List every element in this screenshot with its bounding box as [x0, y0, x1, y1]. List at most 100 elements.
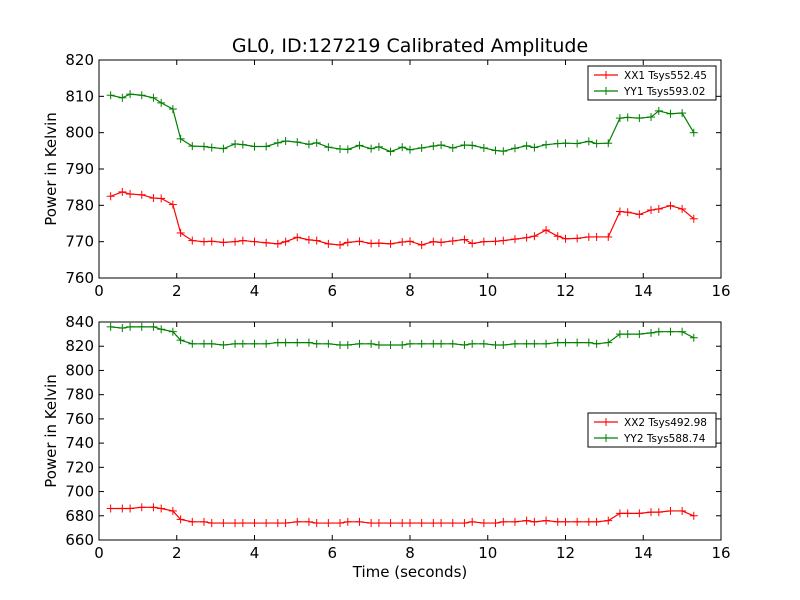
data-point — [312, 138, 321, 147]
data-point — [561, 338, 570, 347]
data-point — [126, 190, 135, 199]
data-point — [417, 339, 426, 348]
data-point — [592, 339, 601, 348]
data-point — [635, 210, 644, 219]
data-point — [118, 93, 127, 102]
bottom-y-axis-label: Power in Kelvin — [42, 374, 60, 488]
data-point — [199, 339, 208, 348]
x-tick-label: 8 — [405, 282, 415, 300]
data-point — [510, 144, 519, 153]
data-point — [137, 190, 146, 199]
x-tick-label: 2 — [172, 282, 182, 300]
data-point — [250, 237, 259, 246]
data-point — [157, 194, 166, 203]
data-point — [293, 338, 302, 347]
data-point — [678, 327, 687, 336]
data-point — [584, 137, 593, 146]
data-point — [573, 234, 582, 243]
y-tick-label: 720 — [65, 458, 94, 476]
y-tick-label: 840 — [65, 313, 94, 331]
data-point — [448, 519, 457, 528]
y-tick-label: 760 — [65, 410, 94, 428]
x-tick-label: 16 — [711, 282, 730, 300]
data-point — [231, 339, 240, 348]
x-tick-label: 12 — [556, 544, 575, 562]
data-point — [262, 339, 271, 348]
data-point — [343, 238, 352, 247]
legend-entry: XX1 Tsys552.45 — [594, 70, 707, 82]
data-point — [367, 339, 376, 348]
y-tick-label: 810 — [65, 87, 94, 105]
data-point — [126, 322, 135, 331]
data-point — [522, 516, 531, 525]
data-point — [429, 142, 438, 151]
data-point — [615, 114, 624, 123]
legend: XX2 Tsys492.98 YY2 Tsys588.74 — [587, 412, 717, 448]
data-point — [231, 139, 240, 148]
data-point — [592, 232, 601, 241]
legend-entry: YY1 Tsys593.02 — [594, 86, 705, 98]
data-point — [635, 330, 644, 339]
data-point — [324, 239, 333, 248]
x-tick-label: 6 — [327, 282, 337, 300]
data-point — [374, 142, 383, 151]
data-point — [573, 517, 582, 526]
data-point — [499, 341, 508, 350]
y-tick-label: 760 — [65, 269, 94, 287]
legend-label: YY1 Tsys593.02 — [623, 86, 705, 98]
legend-entry: YY2 Tsys588.74 — [594, 433, 706, 445]
legend-box — [587, 412, 717, 448]
data-point — [561, 517, 570, 526]
data-point — [273, 138, 282, 147]
data-point — [573, 338, 582, 347]
data-point — [188, 339, 197, 348]
data-point — [491, 146, 500, 155]
data-point — [553, 517, 562, 526]
data-point — [386, 341, 395, 350]
data-point — [561, 139, 570, 148]
data-point — [238, 339, 247, 348]
data-point — [281, 338, 290, 347]
data-point — [530, 339, 539, 348]
data-point — [499, 236, 508, 245]
data-point — [238, 519, 247, 528]
data-point — [231, 519, 240, 528]
data-point — [312, 236, 321, 245]
data-point — [689, 511, 698, 520]
x-tick-label: 4 — [250, 282, 260, 300]
legend-entry: XX2 Tsys492.98 — [594, 417, 707, 429]
data-point — [647, 508, 656, 517]
data-point — [238, 236, 247, 245]
data-point — [553, 338, 562, 347]
data-point — [157, 504, 166, 513]
data-point — [522, 339, 531, 348]
data-point — [398, 238, 407, 247]
data-point — [584, 517, 593, 526]
data-point — [281, 137, 290, 146]
data-point — [336, 145, 345, 154]
data-point — [149, 503, 158, 512]
data-point — [207, 339, 216, 348]
data-point — [491, 237, 500, 246]
data-point — [491, 519, 500, 528]
data-point — [468, 339, 477, 348]
data-point — [207, 519, 216, 528]
data-point — [304, 517, 313, 526]
data-point — [168, 200, 177, 209]
data-point — [468, 141, 477, 150]
data-point — [573, 139, 582, 148]
data-point — [604, 338, 613, 347]
x-tick-label: 10 — [478, 282, 497, 300]
data-point — [510, 339, 519, 348]
data-point — [542, 140, 551, 149]
data-point — [188, 236, 197, 245]
data-point — [592, 139, 601, 148]
data-point — [448, 143, 457, 152]
x-tick-label: 14 — [634, 544, 653, 562]
data-point — [168, 327, 177, 336]
data-point — [499, 517, 508, 526]
data-point — [406, 145, 414, 154]
data-point — [262, 142, 271, 151]
x-tick-label: 6 — [327, 544, 337, 562]
